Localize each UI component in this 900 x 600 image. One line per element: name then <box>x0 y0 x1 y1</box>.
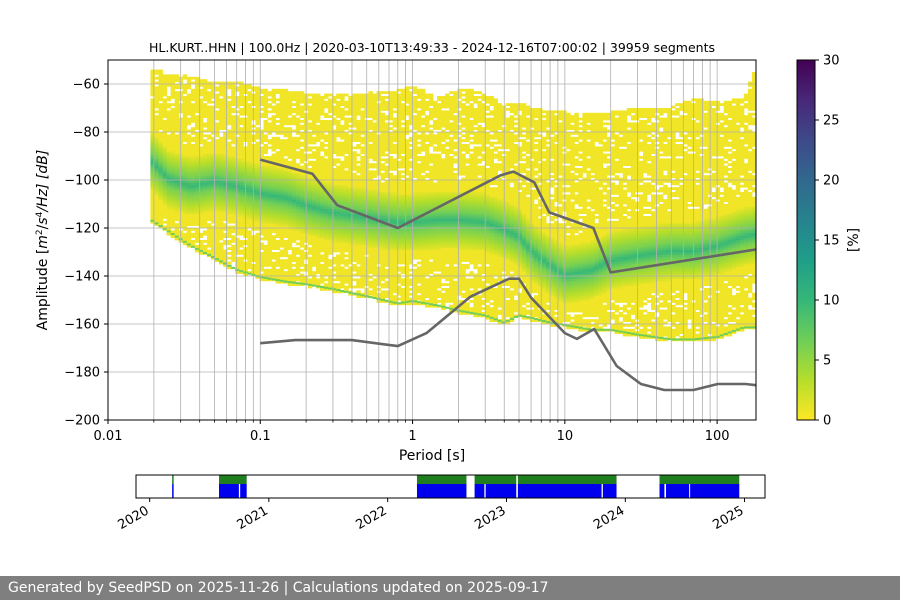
timeline-green-span <box>416 475 467 484</box>
timeline-green-span <box>517 475 617 484</box>
x-tick-label: 0.01 <box>94 429 123 444</box>
y-tick-label: −180 <box>64 366 100 381</box>
y-label-m: m <box>35 235 51 249</box>
y-tick-label: −80 <box>73 126 100 141</box>
x-tick-label: 0.1 <box>250 429 271 444</box>
colorbar-label: [%] <box>846 228 862 252</box>
colorbar-tick-label: 5 <box>823 354 831 369</box>
x-axis-ticks: 0.01 0.1 1 10 100 <box>94 420 730 444</box>
timeline-blue-span <box>219 484 239 498</box>
timeline-blue-span <box>602 484 617 498</box>
timeline-green-span <box>474 475 517 484</box>
timeline-blue-span <box>172 484 174 498</box>
colorbar-tick-label: 10 <box>823 294 840 309</box>
series-line-nhnm <box>259 158 756 274</box>
noise-model-curves <box>259 158 756 392</box>
timeline-blue-span <box>690 484 740 498</box>
timeline-bars <box>172 475 740 498</box>
colorbar-ticks: 0 5 10 15 20 25 30 <box>815 54 840 429</box>
y-label-suffix: /Hz] [dB] <box>35 150 51 214</box>
timeline-green-span <box>219 475 247 484</box>
y-tick-label: −160 <box>64 318 100 333</box>
colorbar-tick-label: 30 <box>823 54 840 69</box>
y-tick-label: −200 <box>64 414 100 429</box>
y-tick-label: −60 <box>73 78 100 93</box>
timeline-blue-span <box>485 484 517 498</box>
x-tick-label: 1 <box>408 429 416 444</box>
colorbar <box>796 59 816 421</box>
y-tick-label: −100 <box>64 174 100 189</box>
footer-bar: Generated by SeedPSD on 2025-11-26 | Cal… <box>0 576 900 600</box>
timeline-ticks: 2020 2021 2022 2023 2024 2025 <box>116 498 746 533</box>
timeline-blue-span <box>474 484 485 498</box>
series-line-nlnm <box>260 277 756 392</box>
y-tick-label: −120 <box>64 222 100 237</box>
y-label-s-exponent: 4 <box>35 211 45 217</box>
timeline-blue-span <box>517 484 602 498</box>
y-axis-ticks: −200 −180 −160 −140 −120 −100 −80 −60 <box>64 78 108 429</box>
timeline-tick-label: 2023 <box>472 503 508 533</box>
timeline-blue-span <box>240 484 247 498</box>
timeline-blue-span <box>659 484 665 498</box>
x-tick-label: 10 <box>557 429 574 444</box>
grid-lines <box>108 60 756 420</box>
timeline-tick-label: 2024 <box>591 503 627 533</box>
x-axis-label: Period [s] <box>399 448 465 464</box>
x-tick-label: 100 <box>705 429 730 444</box>
colorbar-tick-label: 25 <box>823 114 840 129</box>
chart-title: HL.KURT..HHN | 100.0Hz | 2020-03-10T13:4… <box>149 40 715 55</box>
colorbar-tick-label: 20 <box>823 174 840 189</box>
y-axis-label: Amplitude [m2/s4/Hz] [dB] <box>35 150 51 331</box>
y-label-prefix: Amplitude [ <box>35 249 51 331</box>
colorbar-tick-label: 0 <box>823 414 831 429</box>
timeline-tick-label: 2020 <box>116 503 152 533</box>
timeline-green-span <box>659 475 740 484</box>
availability-timeline: 2020 2021 2022 2023 2024 2025 <box>116 474 766 533</box>
timeline-tick-label: 2025 <box>710 503 746 533</box>
y-label-m-exponent: 2 <box>35 229 45 235</box>
plot-frame <box>107 59 757 421</box>
y-label-s: s <box>35 217 51 224</box>
y-label-slash: / <box>35 224 51 229</box>
colorbar-tick-label: 15 <box>823 234 840 249</box>
timeline-tick-label: 2022 <box>354 503 390 533</box>
timeline-blue-span <box>416 484 467 498</box>
timeline-blue-span <box>666 484 690 498</box>
timeline-green-span <box>172 475 174 484</box>
timeline-tick-label: 2021 <box>235 503 271 533</box>
y-tick-label: −140 <box>64 270 100 285</box>
